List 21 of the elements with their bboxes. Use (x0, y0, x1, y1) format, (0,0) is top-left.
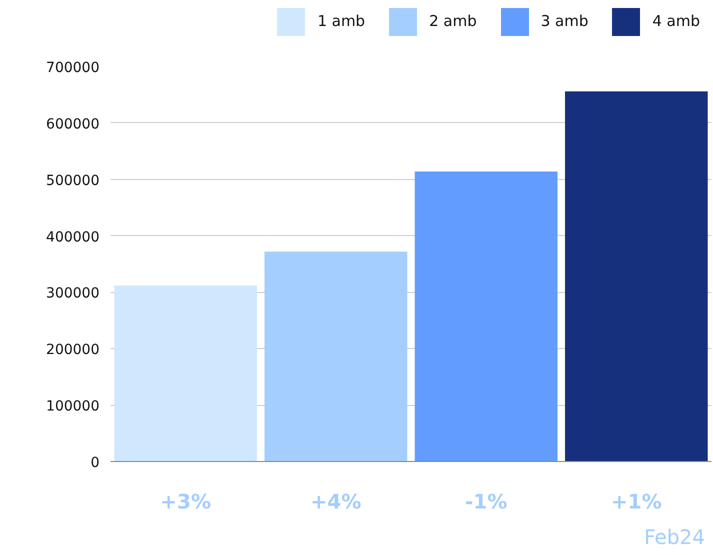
y-tick-label: 600000 (46, 116, 100, 132)
legend-item: 2 amb (389, 8, 477, 36)
x-tick-label: -1% (464, 490, 508, 514)
legend-item: 4 amb (612, 8, 700, 36)
x-tick-label: +1% (611, 490, 662, 514)
legend-label: 3 amb (540, 11, 588, 32)
x-tick-label: +3% (160, 490, 211, 514)
legend-label: 4 amb (652, 11, 700, 32)
legend-label: 1 amb (317, 11, 366, 32)
legend-item: 1 amb (277, 8, 366, 36)
y-tick-label: 700000 (46, 60, 100, 76)
y-tick-label: 0 (90, 455, 100, 471)
legend-label: 2 amb (429, 11, 477, 32)
y-tick-label: 400000 (46, 229, 100, 246)
y-tick-label: 300000 (46, 286, 100, 302)
y-tick-label: 200000 (46, 342, 100, 358)
y-tick-label: 500000 (46, 172, 100, 189)
y-tick-label: 100000 (46, 398, 100, 415)
text: Feb24 (643, 524, 705, 551)
x-tick-label: +4% (310, 490, 362, 514)
legend-item: 3 amb (500, 8, 588, 36)
